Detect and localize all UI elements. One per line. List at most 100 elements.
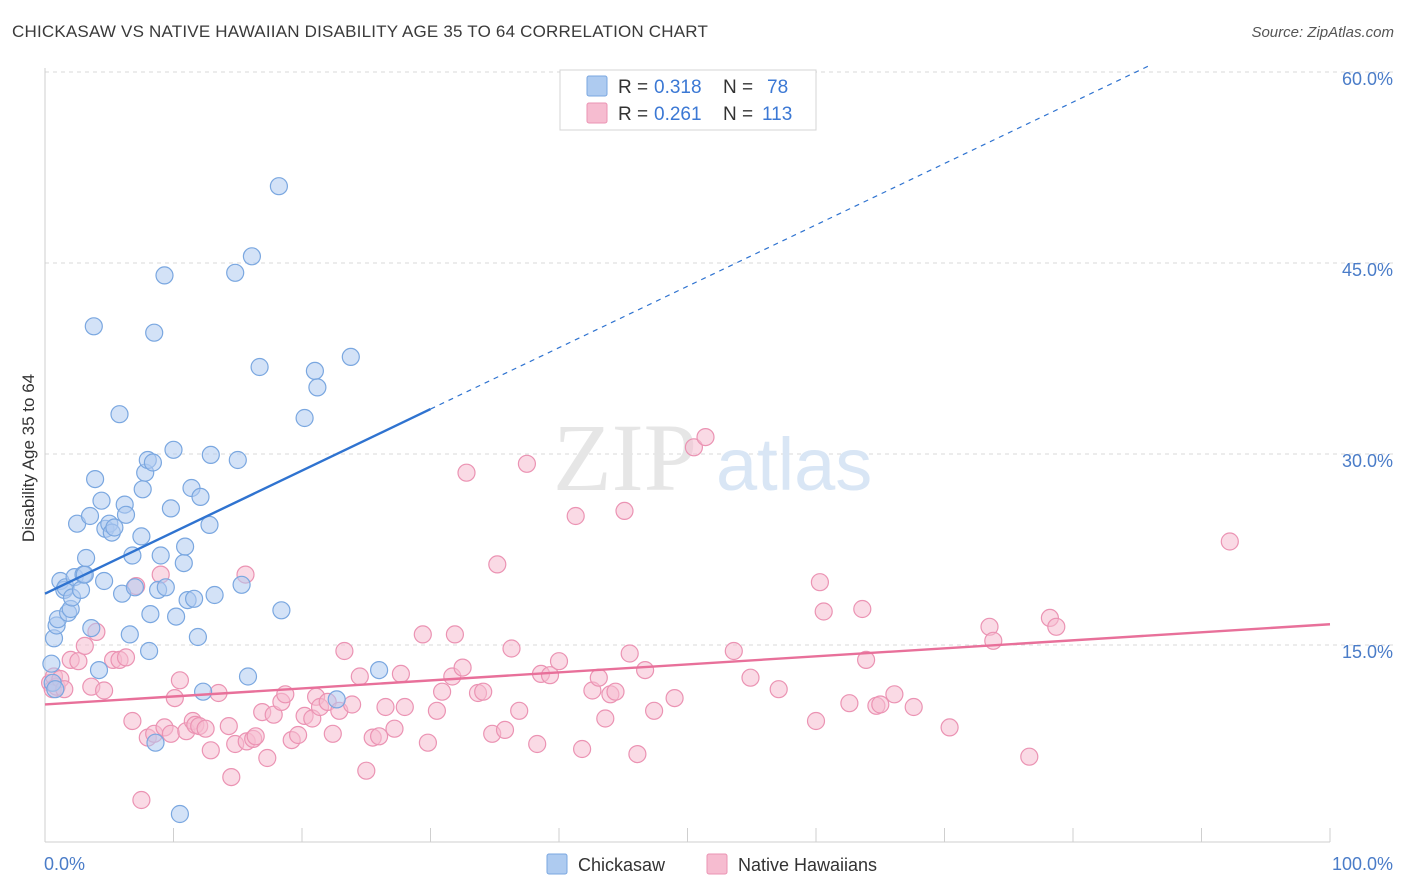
chickasaw-point (167, 607, 186, 626)
chickasaw-point (156, 578, 175, 597)
chickasaw-trend-extension (430, 64, 1151, 410)
chickasaw-point (176, 537, 195, 556)
series-legend: Chickasaw Native Hawaiians (546, 853, 877, 875)
chickasaw-point (116, 505, 136, 524)
native-hawaiian-point (853, 599, 872, 619)
chickasaw-point (242, 247, 261, 266)
chickasaw-point (145, 323, 164, 342)
bottom-legend-label-native-hawaiians: Native Hawaiians (738, 855, 877, 875)
chart-title: CHICKASAW VS NATIVE HAWAIIAN DISABILITY … (12, 22, 709, 41)
legend-n-value-1: 78 (767, 77, 788, 98)
native-hawaiian-point (502, 639, 521, 658)
native-hawaiian-point (665, 688, 684, 708)
chickasaw-point (238, 667, 258, 686)
chickasaw-point (143, 453, 162, 472)
native-hawaiian-trend-line (44, 623, 1331, 706)
native-hawaiian-point (132, 790, 151, 810)
native-hawaiian-point (904, 697, 923, 717)
chickasaw-point (155, 266, 174, 285)
chickasaw-point (188, 627, 207, 647)
watermark: ZIP atlas (553, 404, 872, 511)
native-hawaiian-point (170, 671, 189, 690)
native-hawaiian-point (427, 701, 446, 720)
chickasaw-point (228, 450, 247, 470)
native-hawaiian-point (806, 711, 826, 731)
legend-swatch-chickasaw (586, 75, 608, 97)
chickasaw-point (164, 440, 183, 459)
chickasaw-point (272, 601, 291, 620)
native-hawaiian-point (606, 682, 625, 701)
trend-lines (44, 64, 1331, 706)
chickasaw-point (200, 515, 219, 535)
native-hawaiian-point (615, 501, 634, 520)
chickasaw-point (308, 378, 327, 397)
chickasaw-point (185, 589, 204, 608)
native-hawaiian-point (572, 739, 592, 759)
watermark-atlas: atlas (716, 423, 872, 506)
bottom-legend-label-chickasaw: Chickasaw (578, 855, 666, 875)
native-hawaiian-point (540, 666, 560, 685)
native-hawaiian-point (517, 454, 537, 473)
watermark-zip: ZIP (553, 404, 697, 511)
bottom-legend-swatch-chickasaw (546, 853, 568, 875)
chickasaw-point (132, 527, 151, 546)
legend-r-label-1: R = (618, 77, 648, 98)
chickasaw-point (42, 654, 61, 673)
native-hawaiian-point (696, 428, 715, 447)
native-hawaiian-point (510, 701, 529, 720)
chickasaw-point (125, 578, 144, 597)
native-hawaiian-point (335, 641, 354, 661)
native-hawaiian-point (69, 652, 88, 671)
native-hawaiian-point (165, 688, 184, 708)
legend-r-value-1: 0.318 (654, 77, 702, 98)
chickasaw-point (201, 445, 220, 464)
native-hawaiian-point (357, 761, 376, 780)
chickasaw-point (370, 660, 389, 680)
native-hawaiian-point (628, 744, 647, 764)
native-hawaiian-point (391, 664, 410, 684)
chickasaw-point (205, 585, 224, 605)
native-hawaiian-point (724, 641, 743, 661)
chickasaw-point (327, 690, 346, 709)
native-hawaiian-point (116, 648, 136, 667)
native-hawaiian-point (196, 719, 215, 738)
chickasaw-point (110, 405, 129, 424)
native-hawaiian-point (123, 711, 142, 731)
legend-n-label-1: N = (723, 77, 753, 98)
native-hawaiian-point (289, 725, 308, 745)
native-hawaiian-point (1220, 532, 1239, 551)
native-hawaiian-point (433, 682, 452, 701)
native-hawaiian-point (258, 748, 277, 768)
chickasaw-point (341, 347, 360, 366)
chickasaw-point (269, 177, 288, 196)
legend-swatch-native-hawaiians (586, 102, 608, 124)
native-hawaiian-point (201, 741, 220, 760)
native-hawaiian-point (1047, 617, 1066, 636)
legend-r-label-2: R = (618, 104, 648, 125)
chickasaw-point (105, 518, 124, 537)
native-hawaiian-point (376, 697, 395, 717)
chart-source: Source: ZipAtlas.com (1251, 24, 1394, 41)
chickasaw-point (120, 625, 139, 644)
native-hawaiian-point (161, 724, 180, 743)
native-hawaiian-point (395, 697, 414, 717)
legend-r-value-2: 0.261 (654, 104, 702, 125)
stats-legend: R = 0.318 N = 78 R = 0.261 N = 113 (559, 69, 817, 131)
x-tick-label: 0.0% (44, 854, 85, 874)
native-hawaiian-point (474, 682, 493, 701)
y-tick-label: 30.0% (1342, 451, 1393, 471)
chickasaw-point (94, 571, 114, 591)
native-hawaiian-point (445, 625, 464, 644)
chickasaw-trend-line (44, 407, 432, 595)
chickasaw-point (250, 357, 269, 377)
native-hawaiian-point (413, 625, 432, 644)
chickasaw-point (305, 361, 324, 380)
y-tick-label: 15.0% (1342, 642, 1393, 662)
native-hawaiian-point (418, 733, 437, 752)
chickasaw-point (174, 553, 193, 573)
chickasaw-point (85, 470, 105, 489)
native-hawaiian-point (635, 660, 655, 680)
native-hawaiian-point (370, 727, 389, 746)
native-hawaiian-point (488, 555, 507, 574)
native-hawaiian-point (856, 650, 876, 670)
